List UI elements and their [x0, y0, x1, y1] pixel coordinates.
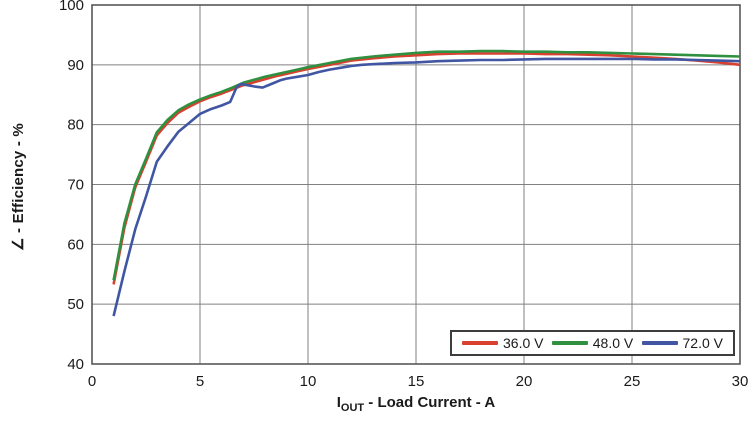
y-axis-title-text: ∠ - Efficiency - %	[10, 123, 27, 251]
series-swatch-48v	[551, 341, 588, 345]
legend-label: 48.0 V	[592, 335, 634, 351]
y-tick-label: 80	[67, 117, 84, 134]
x-tick-label: 30	[732, 373, 749, 390]
y-tick-label: 60	[67, 236, 84, 253]
y-tick-label: 70	[67, 177, 84, 194]
series-line-480v	[112, 49, 741, 281]
x-axis-title-subscript: OUT	[340, 402, 365, 414]
y-axis-title: ∠ - Efficiency - %	[9, 107, 27, 267]
x-tick-label: 10	[300, 373, 317, 390]
x-axis-title-symbol: I	[336, 394, 341, 411]
x-tick-label: 5	[196, 373, 204, 390]
x-tick-label: 0	[88, 373, 96, 390]
legend-label: 36.0 V	[503, 335, 544, 351]
plot-border	[91, 4, 741, 365]
series-swatch-72v	[641, 341, 678, 345]
y-tick-label: 50	[67, 296, 84, 313]
legend: 36.0 V 48.0 V 72.0 V	[450, 330, 735, 356]
legend-item: 72.0 V	[641, 335, 723, 351]
y-tick-label: 40	[67, 356, 84, 373]
series-line-720v	[112, 57, 741, 317]
x-axis-title-text: - Load Current - A	[364, 394, 496, 411]
x-tick-label: 20	[516, 373, 533, 390]
x-tick-label: 25	[624, 373, 641, 390]
legend-item: 48.0 V	[551, 335, 634, 351]
x-tick-label: 15	[408, 373, 425, 390]
series-swatch-36v	[462, 341, 498, 345]
legend-label: 72.0 V	[682, 335, 723, 351]
x-axis-title: IOUT - Load Current - A	[92, 394, 740, 414]
legend-item: 36.0 V	[462, 335, 543, 351]
series-line-360v	[112, 52, 741, 285]
y-tick-label: 100	[59, 0, 84, 14]
y-tick-label: 90	[67, 57, 84, 74]
